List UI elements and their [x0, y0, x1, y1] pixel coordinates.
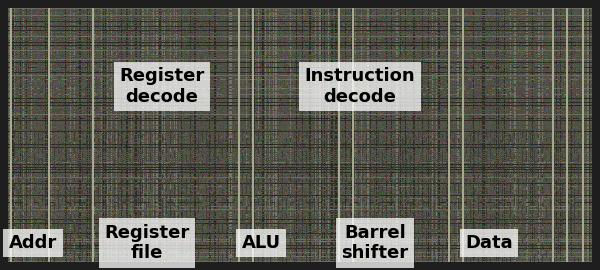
Text: ALU: ALU — [241, 234, 281, 252]
Text: Addr: Addr — [9, 234, 57, 252]
Text: Barrel
shifter: Barrel shifter — [341, 224, 409, 262]
Text: Data: Data — [465, 234, 513, 252]
Text: Instruction
decode: Instruction decode — [305, 67, 415, 106]
Text: Register
file: Register file — [104, 224, 190, 262]
Text: Register
decode: Register decode — [119, 67, 205, 106]
